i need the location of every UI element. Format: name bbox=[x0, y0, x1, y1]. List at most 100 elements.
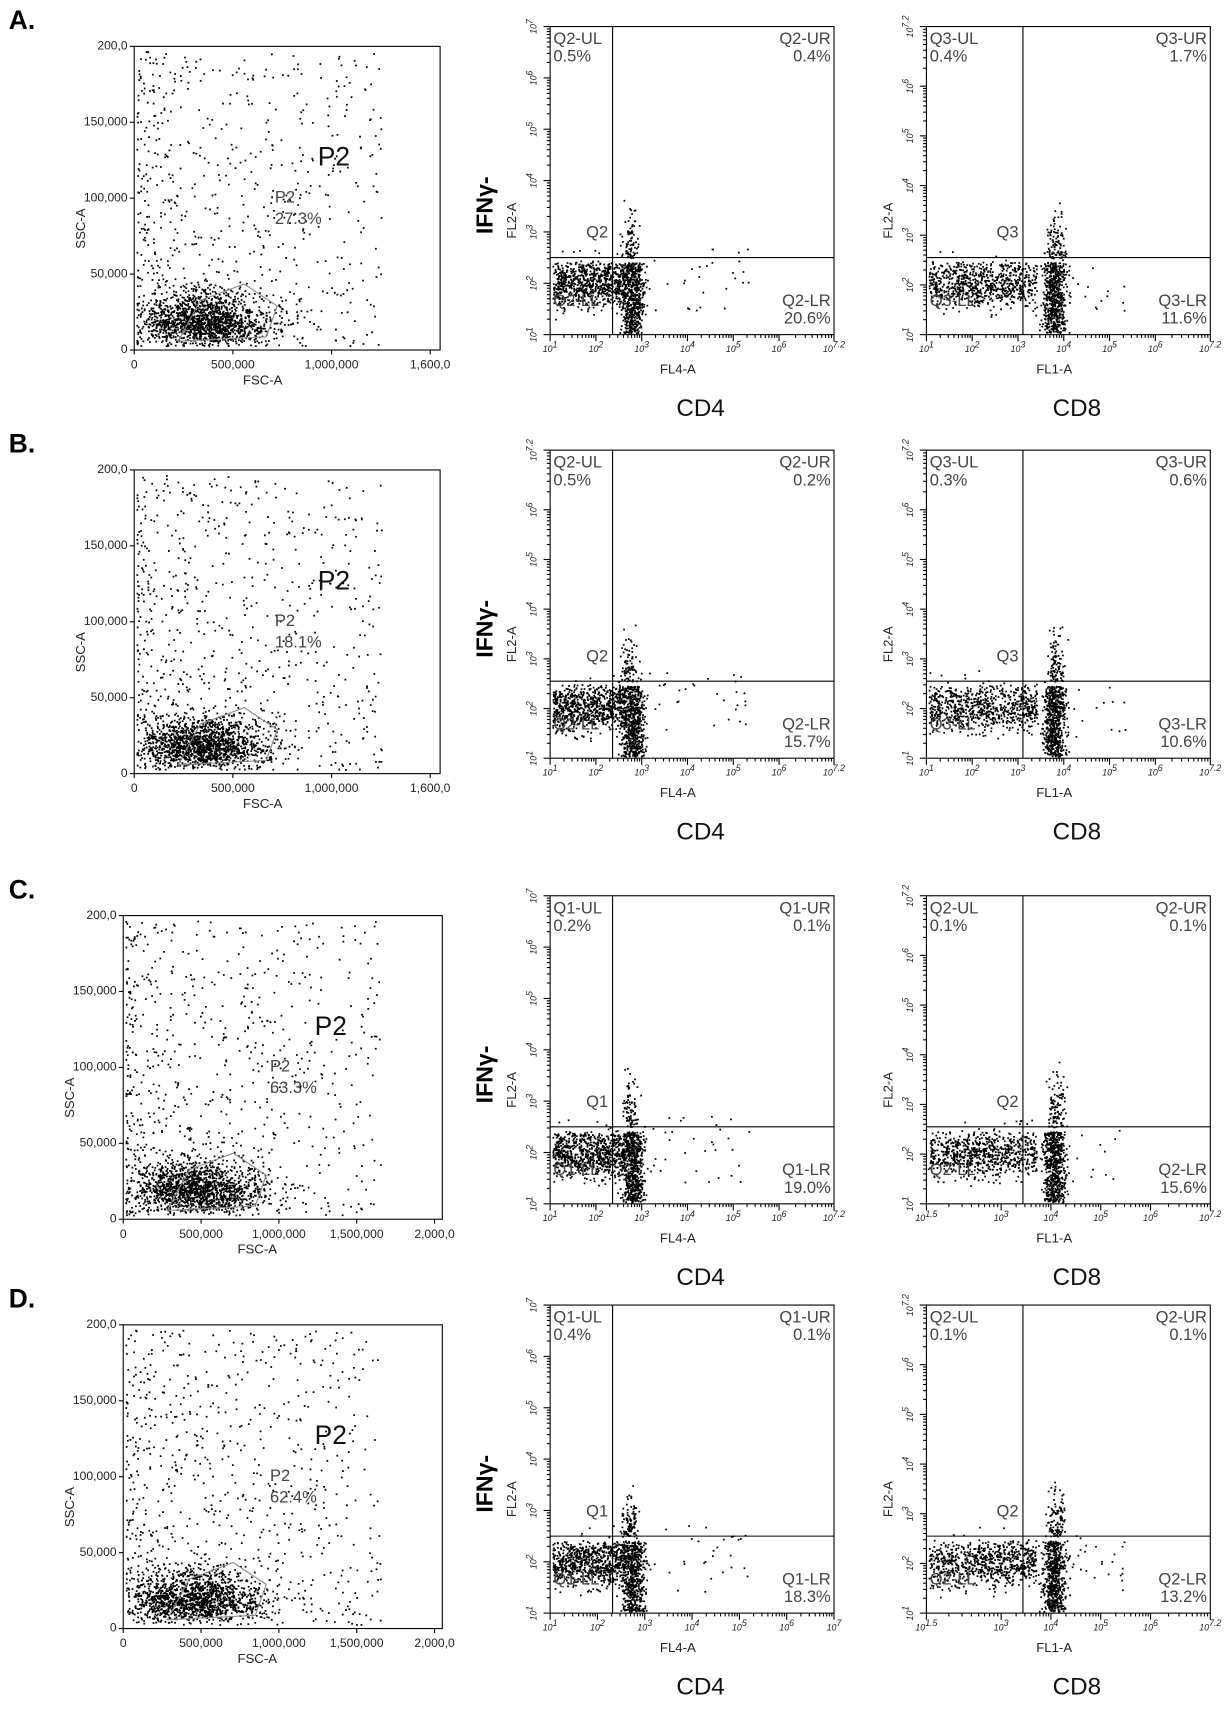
quadrant-percent: 0.2% bbox=[553, 917, 591, 935]
tick-base: 10 bbox=[905, 451, 915, 461]
marker-label: CD8 bbox=[1053, 395, 1101, 422]
quadrant-percent: 11.6% bbox=[1161, 310, 1207, 328]
y-axis-label: FL2-A bbox=[504, 1481, 519, 1517]
tick-exponent: 5 bbox=[736, 764, 741, 774]
quadrant-percent: 0.4% bbox=[553, 1326, 591, 1344]
quadrant-name: Q2-UR bbox=[779, 454, 830, 472]
y-tick-label: 101 bbox=[525, 1196, 539, 1211]
tick-base: 10 bbox=[529, 1457, 539, 1467]
tick-base: 10 bbox=[529, 1354, 539, 1364]
tick-exponent: 7.2 bbox=[833, 764, 845, 774]
y-tick-label: 106 bbox=[901, 502, 915, 517]
quadrant-name: Q1-LR bbox=[782, 1570, 831, 1588]
x-tick-label: 104 bbox=[1056, 764, 1071, 778]
tick-base: 10 bbox=[1093, 1214, 1103, 1224]
x-tick-label: 107.2 bbox=[1199, 1209, 1221, 1223]
tick-exponent: 7 bbox=[525, 1297, 535, 1303]
y-tick-label: 107 bbox=[525, 887, 539, 903]
tick-base: 10 bbox=[529, 451, 539, 461]
quadrant-percent: 0.1% bbox=[930, 917, 968, 935]
tick-base: 10 bbox=[529, 332, 539, 342]
x-tick-label: 101 bbox=[919, 340, 934, 354]
tick-exponent: 6 bbox=[789, 1618, 794, 1628]
tick-base: 10 bbox=[726, 1214, 736, 1224]
tick-exponent: 2 bbox=[901, 701, 911, 707]
event-dots bbox=[928, 1481, 1126, 1613]
tick-exponent: 4 bbox=[525, 602, 535, 607]
plot-frame bbox=[133, 45, 441, 351]
y-tick-label: 103 bbox=[901, 1506, 915, 1521]
y-tick-label: 200,0 bbox=[97, 39, 128, 53]
event-dots bbox=[552, 1068, 751, 1204]
quadrant-percent: 20.6% bbox=[784, 310, 831, 328]
gate-name: P2 bbox=[270, 1467, 290, 1485]
tick-exponent: 6 bbox=[901, 948, 911, 953]
tick-base: 10 bbox=[529, 1405, 539, 1415]
x-axis-label: FL1-A bbox=[1036, 361, 1072, 376]
tick-base: 10 bbox=[1011, 344, 1021, 354]
y-tick-label: 103 bbox=[901, 1097, 915, 1112]
tick-base: 10 bbox=[905, 1102, 915, 1112]
tick-base: 10 bbox=[529, 1559, 539, 1569]
marker-label: CD4 bbox=[676, 818, 724, 845]
tick-base: 10 bbox=[529, 1303, 539, 1313]
tick-base: 10 bbox=[905, 282, 915, 292]
tick-exponent: 2 bbox=[597, 1209, 603, 1219]
tick-exponent: 5 bbox=[901, 552, 911, 557]
x-tick-label: 0 bbox=[131, 781, 138, 795]
tick-base: 10 bbox=[905, 1052, 915, 1062]
tick-base: 10 bbox=[779, 1623, 789, 1633]
x-tick-label: 107.2 bbox=[823, 340, 845, 354]
quadrant-name: Q2-LL bbox=[930, 1570, 976, 1588]
x-tick-label: 106 bbox=[1143, 1618, 1158, 1632]
x-tick-label: 500,000 bbox=[211, 358, 255, 372]
tick-exponent: 5 bbox=[901, 128, 911, 133]
tick-base: 10 bbox=[965, 344, 975, 354]
event-dots bbox=[552, 199, 750, 335]
x-axis-label: FL1-A bbox=[1036, 1640, 1072, 1655]
tick-exponent: 2 bbox=[974, 340, 980, 350]
x-tick-label: 103 bbox=[994, 1618, 1009, 1632]
tick-exponent: 4 bbox=[901, 1047, 911, 1052]
tick-exponent: 1 bbox=[525, 1606, 535, 1611]
tick-base: 10 bbox=[905, 28, 915, 38]
quadrant-name: Q1-UR bbox=[779, 899, 830, 917]
tick-base: 10 bbox=[1011, 768, 1021, 778]
x-tick-label: 0 bbox=[120, 1636, 127, 1650]
plot-frame bbox=[925, 449, 1211, 759]
y-tick-label: 102 bbox=[525, 1554, 539, 1569]
tick-base: 10 bbox=[634, 344, 644, 354]
y-tick-label: 105 bbox=[525, 991, 539, 1006]
tick-exponent: 2 bbox=[901, 1556, 911, 1562]
tick-base: 10 bbox=[1102, 768, 1112, 778]
y-tick-label: 106 bbox=[901, 948, 915, 963]
plot-frame bbox=[925, 25, 1211, 336]
tick-exponent: 5 bbox=[1103, 1618, 1108, 1628]
tick-exponent: 5 bbox=[1112, 764, 1117, 774]
y-tick-label: 107.2 bbox=[525, 439, 539, 461]
tick-exponent: 6 bbox=[525, 940, 535, 945]
tick-base: 10 bbox=[732, 1623, 742, 1633]
y-tick-label: 102 bbox=[525, 276, 539, 291]
y-tick-label: 106 bbox=[525, 502, 539, 517]
y-tick-label: 200,0 bbox=[86, 1317, 117, 1331]
tick-base: 10 bbox=[529, 996, 539, 1006]
tick-base: 10 bbox=[1143, 1623, 1153, 1633]
y-tick-label: 103 bbox=[901, 651, 915, 666]
x-tick-label: 104 bbox=[680, 340, 695, 354]
tick-base: 10 bbox=[529, 945, 539, 955]
tick-base: 10 bbox=[589, 768, 599, 778]
y-tick-label: 100,000 bbox=[84, 190, 128, 204]
quadrant-percent: 1.7% bbox=[1169, 48, 1207, 66]
plot-frame bbox=[549, 449, 835, 759]
event-dots bbox=[928, 626, 1127, 758]
x-tick-label: 103 bbox=[634, 340, 649, 354]
quadrant-name: Q2-LL bbox=[553, 292, 599, 310]
tick-exponent: 2 bbox=[901, 1147, 911, 1153]
tick-exponent: 3 bbox=[901, 1097, 911, 1102]
event-dots bbox=[136, 475, 383, 771]
x-tick-label: 102 bbox=[965, 340, 980, 354]
tick-base: 10 bbox=[1056, 768, 1066, 778]
y-axis-label: FL2-A bbox=[881, 1072, 896, 1108]
x-tick-label: 101.5 bbox=[915, 1209, 937, 1223]
